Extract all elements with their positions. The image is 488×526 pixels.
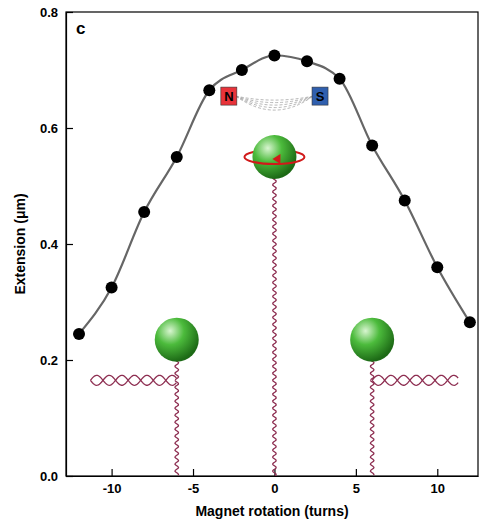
y-axis-title: Extension (μm)	[12, 193, 28, 294]
data-point	[73, 328, 85, 340]
x-tick: -5	[188, 469, 200, 496]
x-tick-mark	[356, 469, 357, 476]
x-tick-label: 0	[271, 481, 278, 496]
chart: -10 -5 0 5 10 0.0 0.2 0.4 0.6 0.8 Magnet rotation …	[0, 0, 488, 526]
plectoneme	[372, 375, 458, 385]
x-tick-label: -5	[188, 481, 200, 496]
data-point	[268, 50, 280, 62]
x-tick-mark	[193, 469, 194, 476]
x-tick: 5	[353, 469, 360, 496]
y-tick-label: 0.4	[40, 237, 59, 252]
plectoneme	[372, 375, 458, 385]
y-tick: 0.8	[40, 5, 73, 20]
data-point	[138, 206, 150, 218]
rotation-arrow	[272, 154, 280, 164]
plot: -10 -5 0 5 10 0.0 0.2 0.4 0.6 0.8 Magnet rotation …	[12, 5, 478, 519]
dna	[370, 380, 374, 475]
y-tick-mark	[66, 476, 73, 477]
y-tick-mark	[66, 128, 73, 129]
x-tick: 10	[431, 469, 445, 496]
dna	[370, 360, 373, 380]
x-tick-label: 10	[431, 481, 445, 496]
dna	[175, 380, 179, 475]
plot-frame	[66, 12, 478, 476]
data-point	[399, 195, 411, 207]
x-tick-label: -10	[103, 481, 122, 496]
dna	[273, 177, 277, 476]
data-point	[301, 55, 313, 67]
y-tick: 0.2	[40, 353, 73, 368]
x-axis-title: Magnet rotation (turns)	[195, 503, 348, 519]
bead	[252, 135, 296, 179]
x-tick-mark	[437, 469, 438, 476]
data-line	[79, 56, 470, 334]
y-tick-mark	[66, 360, 73, 361]
data-point	[203, 84, 215, 96]
illustration	[90, 96, 458, 476]
data-point	[464, 316, 476, 328]
y-tick-label: 0.2	[40, 353, 58, 368]
data-point	[334, 73, 346, 85]
panel-label: c	[76, 19, 85, 38]
y-tick-mark	[66, 12, 73, 13]
field-line	[236, 96, 313, 110]
data-point	[236, 64, 248, 76]
data-point	[366, 139, 378, 151]
magnet	[221, 87, 237, 105]
x-tick-label: 5	[353, 481, 360, 496]
plectoneme	[90, 375, 176, 385]
y-tick-label: 0.6	[40, 121, 58, 136]
y-tick-label: 0.0	[40, 469, 58, 484]
y-tick: 0.6	[40, 121, 73, 136]
magnet-label: N	[224, 89, 233, 104]
x-tick-mark	[111, 469, 112, 476]
bead	[155, 318, 199, 362]
y-tick: 0.0	[40, 469, 73, 484]
x-tick: -10	[103, 469, 122, 496]
field-line	[236, 96, 313, 105]
data-point	[171, 151, 183, 163]
y-tick-mark	[66, 244, 73, 245]
x-axis-line	[67, 476, 479, 477]
bead	[350, 318, 394, 362]
magnet-label: S	[316, 89, 325, 104]
y-tick-label: 0.8	[40, 5, 58, 20]
y-tick: 0.4	[40, 237, 73, 252]
data-point	[106, 282, 118, 294]
plectoneme	[90, 375, 176, 385]
field-line	[236, 96, 313, 108]
y-axis: 0.0 0.2 0.4 0.6 0.8	[40, 5, 73, 484]
x-axis: -10 -5 0 5 10	[67, 469, 479, 496]
magnet	[312, 87, 328, 105]
data-point	[431, 261, 443, 273]
data-layer	[73, 50, 476, 340]
